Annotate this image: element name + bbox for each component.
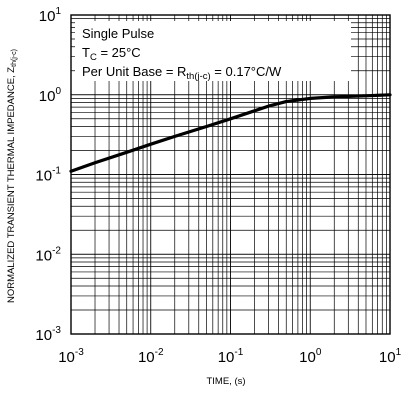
y-tick-label: 10-1 xyxy=(35,166,61,185)
x-tick-exp: -2 xyxy=(155,347,164,358)
y-tick-exp: 0 xyxy=(55,86,61,97)
legend-rth-sub: th(j-c) xyxy=(186,71,210,82)
x-axis-title: TIME, (s) xyxy=(206,376,245,387)
x-tick-label: 100 xyxy=(299,347,322,366)
y-tick-base: 10 xyxy=(35,168,52,185)
y-tick-base: 10 xyxy=(35,247,52,264)
x-tick-label: 10-3 xyxy=(58,347,84,366)
x-axis-title-text: TIME, (s) xyxy=(206,376,245,387)
plot-frame xyxy=(70,14,391,335)
x-tick-label: 10-2 xyxy=(138,347,164,366)
y-tick-base: 10 xyxy=(39,8,56,25)
legend-tc-main: T xyxy=(82,45,90,60)
legend-tc-rest: = 25°C xyxy=(97,45,141,60)
y-tick-base: 10 xyxy=(35,327,52,344)
legend-line-3: Per Unit Base = Rth(j-c) = 0.17°C/W xyxy=(82,64,282,82)
x-tick-label: 101 xyxy=(379,347,402,366)
x-tick-exp: 1 xyxy=(396,347,402,358)
y-axis-title-sub: th(j-c) xyxy=(11,49,18,67)
legend-rth-main: Per Unit Base = R xyxy=(82,64,186,79)
x-tick-base: 10 xyxy=(58,349,75,366)
legend-rth-rest: = 0.17°C/W xyxy=(211,64,282,79)
y-axis-title: NORMALIZED TRANSIENT THERMAL IMPEDANCE, … xyxy=(6,49,18,303)
x-tick-exp: 0 xyxy=(316,347,322,358)
legend-line-1: Single Pulse xyxy=(82,26,154,41)
legend: Single Pulse TC = 25°C Per Unit Base = R… xyxy=(75,21,351,82)
legend-single-pulse: Single Pulse xyxy=(82,26,154,41)
y-tick-exp: -1 xyxy=(52,166,61,177)
y-axis-title-text: NORMALIZED TRANSIENT THERMAL IMPEDANCE, … xyxy=(6,67,17,303)
y-tick-label: 100 xyxy=(39,86,62,105)
x-tick-base: 10 xyxy=(138,349,155,366)
x-tick-label: 10-1 xyxy=(218,347,244,366)
y-tick-label: 10-2 xyxy=(35,245,61,264)
y-tick-exp: -2 xyxy=(52,245,61,256)
y-tick-exp: -3 xyxy=(52,325,61,336)
legend-tc-sub: C xyxy=(90,52,97,63)
x-tick-base: 10 xyxy=(218,349,235,366)
x-tick-exp: -3 xyxy=(75,347,84,358)
y-tick-base: 10 xyxy=(39,88,56,105)
legend-line-2: TC = 25°C xyxy=(82,45,141,63)
y-tick-label: 10-3 xyxy=(35,325,61,344)
y-tick-exp: 1 xyxy=(55,6,61,17)
x-tick-base: 10 xyxy=(379,349,396,366)
legend-background xyxy=(75,21,351,81)
x-tick-exp: -1 xyxy=(234,347,243,358)
x-tick-labels: 10-3 10-2 10-1 100 101 xyxy=(58,347,401,366)
x-tick-base: 10 xyxy=(299,349,316,366)
series-line xyxy=(69,93,392,173)
y-tick-label: 101 xyxy=(39,6,62,25)
